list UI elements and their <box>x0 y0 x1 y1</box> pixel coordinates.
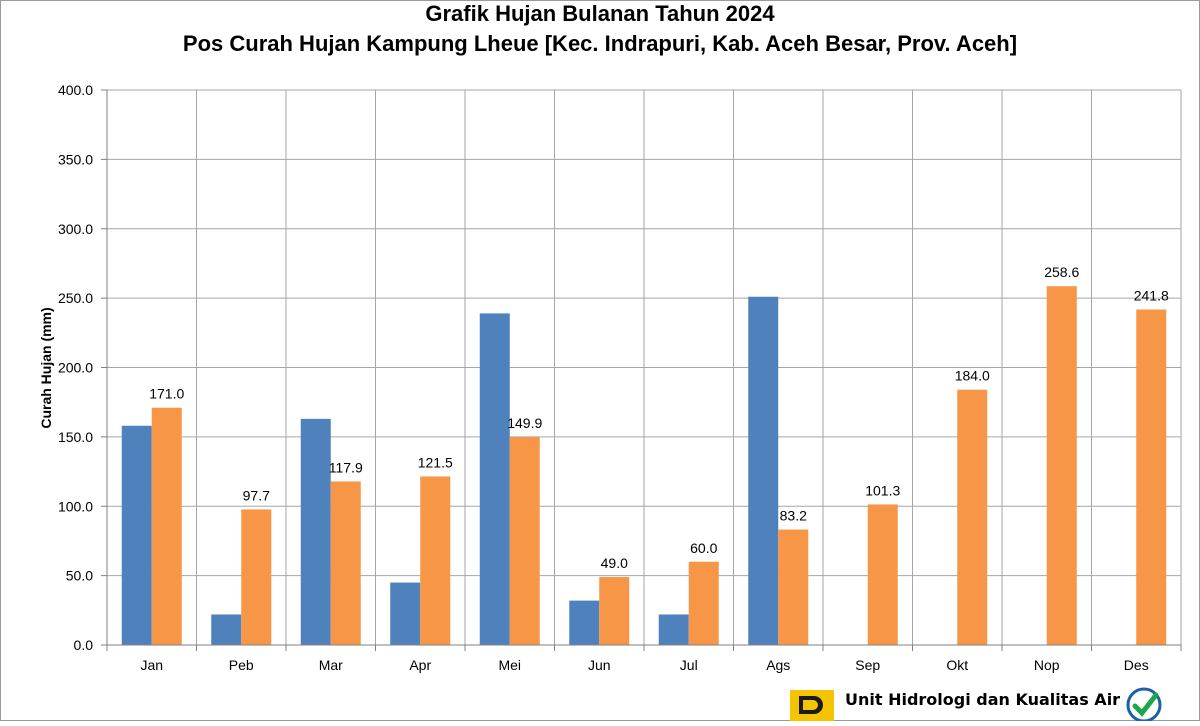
data-label-peb: 97.7 <box>243 487 270 503</box>
bar-series-1-peb <box>211 614 242 645</box>
data-label-jun: 49.0 <box>601 555 628 571</box>
data-label-apr: 121.5 <box>418 454 453 470</box>
bar-series-2-jul <box>688 561 719 645</box>
x-tick-label-mar: Mar <box>319 657 343 673</box>
data-label-jan: 171.0 <box>149 386 184 402</box>
bar-series-2-okt <box>957 389 988 645</box>
y-axis-label: Curah Hujan (mm) <box>38 307 54 428</box>
y-tick-label: 350.0 <box>58 151 93 167</box>
bar-series-2-sep <box>867 504 898 645</box>
data-label-jul: 60.0 <box>690 540 717 556</box>
bar-series-1-jan <box>121 425 152 645</box>
data-label-okt: 184.0 <box>955 368 990 384</box>
y-tick-label: 50.0 <box>66 568 93 584</box>
bar-series-1-mar <box>300 418 331 645</box>
data-label-sep: 101.3 <box>865 482 900 498</box>
y-tick-label: 250.0 <box>58 290 93 306</box>
bar-series-2-ags <box>778 529 809 645</box>
data-label-mei: 149.9 <box>507 415 542 431</box>
data-label-mar: 117.9 <box>329 459 363 475</box>
data-label-nop: 258.6 <box>1044 264 1079 280</box>
y-tick-label: 400.0 <box>58 82 93 98</box>
x-tick-label-apr: Apr <box>409 657 431 673</box>
bar-series-1-jul <box>658 614 689 645</box>
x-tick-label-des: Des <box>1124 657 1149 673</box>
chart-title: Grafik Hujan Bulanan Tahun 2024 <box>425 1 775 26</box>
x-tick-label-jun: Jun <box>588 657 611 673</box>
bar-series-2-jun <box>599 577 630 645</box>
organization-name: Unit Hidrologi dan Kualitas Air <box>845 690 1121 709</box>
bar-series-2-des <box>1136 309 1167 645</box>
x-tick-label-mei: Mei <box>498 657 521 673</box>
iso-check-badge-icon <box>1126 686 1162 723</box>
y-tick-label: 100.0 <box>58 498 93 514</box>
data-labels: 171.0 97.7 117.9 121.5 149.9 49.0 60.0 83.2 101.… <box>149 264 1169 571</box>
y-tick-label: 200.0 <box>58 360 93 376</box>
bar-series-1-ags <box>748 296 779 645</box>
bar-series-1-mei <box>479 313 510 645</box>
bar-series-1-jun <box>569 600 600 645</box>
x-tick-label-jul: Jul <box>680 657 698 673</box>
y-tick-label: 0.0 <box>74 637 94 653</box>
grid-lines <box>106 89 1182 646</box>
bar-series-2-apr <box>420 476 451 645</box>
bars <box>121 286 1167 645</box>
x-tick-label-nop: Nop <box>1034 657 1060 673</box>
data-label-des: 241.8 <box>1134 288 1169 304</box>
bar-series-2-mar <box>330 481 361 645</box>
bar-series-2-jan <box>151 407 182 645</box>
x-tick-label-okt: Okt <box>946 657 968 673</box>
x-tick-label-ags: Ags <box>766 657 790 673</box>
x-tick-label-jan: Jan <box>140 657 163 673</box>
x-tick-label-peb: Peb <box>229 657 254 673</box>
bar-series-2-peb <box>241 509 272 645</box>
y-tick-label: 150.0 <box>58 429 93 445</box>
y-tick-label: 300.0 <box>58 221 93 237</box>
bar-series-1-apr <box>390 582 421 645</box>
axes: 0.0 50.0 100.0 150.0 200.0 250.0 300.0 350.0 400… <box>58 82 1182 673</box>
x-tick-label-sep: Sep <box>855 657 880 673</box>
bar-series-2-nop <box>1046 286 1077 645</box>
chart-subtitle: Pos Curah Hujan Kampung Lheue [Kec. Indr… <box>182 31 1018 56</box>
data-label-ags: 83.2 <box>780 508 807 524</box>
bar-series-2-mei <box>509 437 540 645</box>
pu-logo-icon <box>790 688 836 721</box>
